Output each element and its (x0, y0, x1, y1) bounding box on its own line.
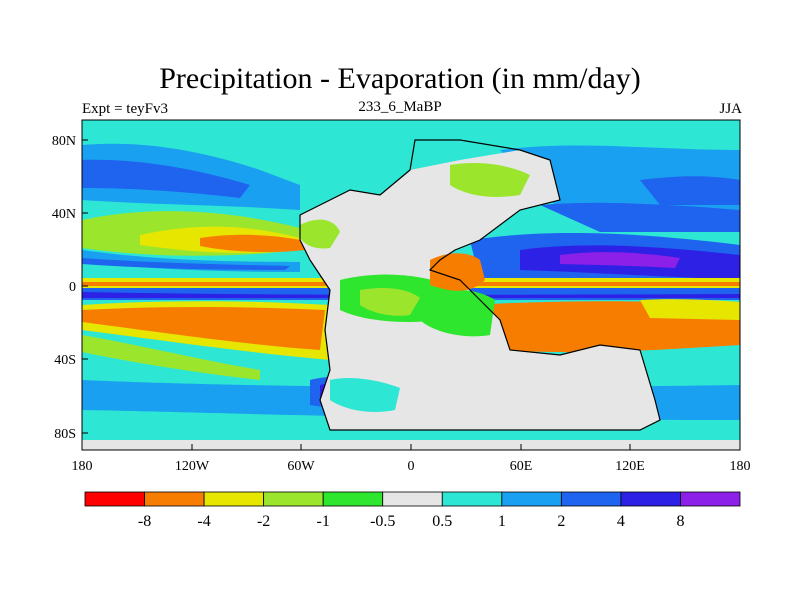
colorbar-swatch (203, 491, 265, 507)
colorbar-swatch (263, 491, 324, 507)
x-tick-label: 180 (72, 459, 93, 474)
y-tick-label: 80N (52, 134, 76, 149)
x-tick-label: 120E (615, 459, 645, 474)
colorbar-swatch (501, 491, 562, 507)
colorbar-swatch (560, 491, 622, 507)
coastline (299, 139, 661, 431)
colorbar-label: -2 (257, 513, 270, 530)
x-tick-label: 60E (510, 459, 533, 474)
y-tick-label: 40N (52, 207, 76, 222)
colorbar-label: 0.5 (432, 513, 452, 530)
colorbar-label: -4 (197, 513, 210, 530)
x-tick-label: 60W (287, 459, 315, 474)
colorbar-swatch (382, 491, 443, 507)
x-tick-label: 120W (175, 459, 210, 474)
colorbar-swatch (620, 491, 681, 507)
x-tick-label: 0 (408, 459, 415, 474)
season-label: JJA (719, 101, 742, 117)
colorbar-label: -8 (138, 513, 151, 530)
colorbar-swatch (680, 491, 741, 507)
y-tick-label: 0 (69, 280, 76, 295)
y-tick-label: 40S (54, 353, 76, 368)
period-label: 233_6_MaBP (358, 99, 442, 115)
colorbar-label: 4 (617, 513, 625, 530)
colorbar-label: -1 (317, 513, 330, 530)
y-tick-label: 80S (54, 427, 76, 442)
colorbar-label: 2 (557, 513, 565, 530)
colorbar-swatch (84, 491, 145, 507)
contour-field (82, 120, 740, 450)
map-title: Precipitation - Evaporation (in mm/day) (159, 62, 641, 95)
x-tick-marks (81, 444, 741, 450)
colorbar-swatch (144, 491, 205, 507)
x-tick-label: 180 (730, 459, 751, 474)
colorbar-label: -0.5 (370, 513, 395, 530)
colorbar: -8 -4 -2 -1 -0.5 0.5 1 2 4 8 (84, 491, 741, 530)
colorbar-swatch (441, 491, 503, 507)
experiment-label: Expt = teyFv3 (82, 101, 168, 117)
colorbar-label: 8 (676, 513, 684, 530)
y-tick-marks (82, 139, 88, 434)
colorbar-swatch (322, 491, 384, 507)
colorbar-label: 1 (498, 513, 506, 530)
